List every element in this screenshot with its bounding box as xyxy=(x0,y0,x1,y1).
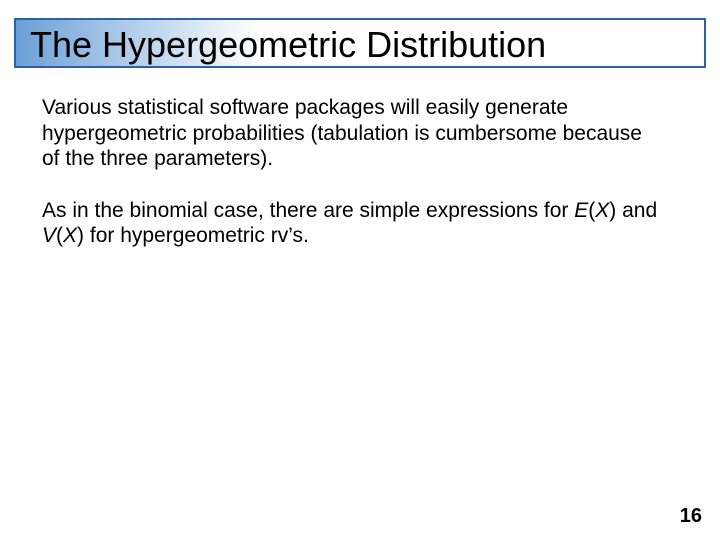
page-number: 16 xyxy=(680,505,702,528)
slide-title: The Hypergeometric Distribution xyxy=(16,20,704,66)
slide-title-box: The Hypergeometric Distribution xyxy=(14,18,706,68)
slide-body: Various statistical software packages wi… xyxy=(42,95,662,275)
paragraph-2: As in the binomial case, there are simpl… xyxy=(42,198,662,249)
paragraph-1: Various statistical software packages wi… xyxy=(42,95,662,172)
